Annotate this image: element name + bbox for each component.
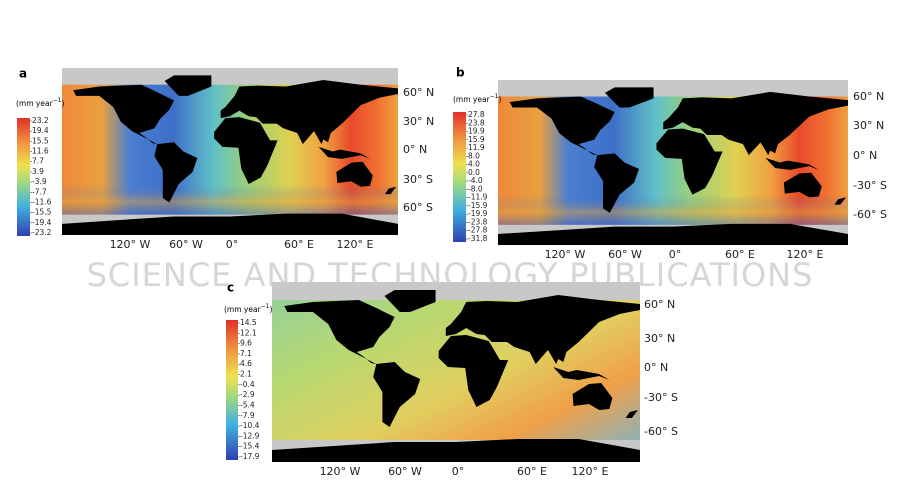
colorbar-label: 23.8 [468,118,485,127]
colorbar-label: -7.7 [32,187,47,196]
map [62,68,398,235]
colorbar-label: 9.6 [240,339,252,348]
latitude-label: -60° S [853,208,887,221]
panel-label: b [456,66,465,80]
colorbar-label: -7.9 [240,411,255,420]
longitude-label: 0° [452,465,465,478]
unit-label: (mm year−1) [16,97,65,109]
latitude-label: -30° S [853,179,887,192]
longitude-label: 120° E [787,248,824,261]
unit-superscript: −1 [490,93,499,100]
colorbar-label: -15.5 [32,208,52,217]
colorbar-label: -10.4 [240,421,260,430]
colorbar-label: -31.8 [468,234,488,243]
colorbar-label: 15.9 [468,135,485,144]
colorbar-label: -11.6 [32,197,52,206]
colorbar-label: 3.9 [32,167,44,176]
longitude-label: 0° [669,248,682,261]
unit-superscript: −1 [261,303,270,310]
latitude-label: 60° N [403,86,434,99]
colorbar [17,118,30,236]
colorbar-label: -5.4 [240,400,255,409]
longitude-label: 60° W [169,238,203,251]
colorbar-label: -17.9 [240,452,260,461]
latitude-label: 60° N [853,90,884,103]
colorbar-label: -23.2 [32,228,52,237]
colorbar-label: -8.0 [468,184,483,193]
unit-label: (mm year−1) [224,303,273,315]
colorbar-label: 14.5 [240,318,257,327]
longitude-label: 120° W [320,465,361,478]
colorbar-label: -27.8 [468,226,488,235]
latitude-label: -60° S [644,425,678,438]
unit-close: ) [499,95,502,104]
latitude-label: 0° N [644,361,668,374]
colorbar-label: -19.9 [468,209,488,218]
latitude-label: 60° S [403,201,433,214]
unit-text: (mm year [16,99,54,108]
panel-label: a [19,67,27,81]
unit-label: (mm year−1) [453,93,502,105]
colorbar-label: -15.4 [240,442,260,451]
colorbar-label: 23.2 [32,116,49,125]
longitude-label: 120° E [337,238,374,251]
colorbar-label: -23.8 [468,217,488,226]
panel-label: c [227,281,234,295]
map [272,282,640,462]
colorbar-label: 11.9 [468,143,485,152]
colorbar-label: 8.0 [468,151,480,160]
latitude-label: 0° N [853,149,877,162]
unit-text: (mm year [224,305,262,314]
longitude-label: 60° E [725,248,755,261]
colorbar-label: -15.9 [468,201,488,210]
longitude-label: 120° W [545,248,586,261]
colorbar-label: 19.4 [32,126,49,135]
colorbar-label: 0.0 [468,168,480,177]
latitude-label: 30° N [644,332,675,345]
colorbar-label: -2.9 [240,390,255,399]
latitude-label: 60° N [644,298,675,311]
longitude-label: 60° E [517,465,547,478]
latitude-label: -30° S [644,391,678,404]
longitude-label: 60° E [284,238,314,251]
colorbar-label: -11.9 [468,193,488,202]
colorbar-label: 4.6 [240,359,252,368]
longitude-label: 0° [226,238,239,251]
colorbar-label: 7.7 [32,157,44,166]
latitude-label: 30° N [403,115,434,128]
colorbar-label: 2.1 [240,370,252,379]
colorbar-label: -12.9 [240,431,260,440]
colorbar-label: -3.9 [32,177,47,186]
colorbar-label: 11.6 [32,147,49,156]
unit-close: ) [62,99,65,108]
colorbar-label: -4.0 [468,176,483,185]
colorbar [226,320,238,460]
unit-close: ) [270,305,273,314]
unit-text: (mm year [453,95,491,104]
colorbar-label: 15.5 [32,136,49,145]
latitude-label: 30° N [853,119,884,132]
longitude-label: 60° W [608,248,642,261]
longitude-label: 120° E [572,465,609,478]
colorbar-label: 12.1 [240,328,257,337]
colorbar-label: -0.4 [240,380,255,389]
unit-superscript: −1 [53,97,62,104]
colorbar-label: 27.8 [468,110,485,119]
colorbar-label: 19.9 [468,127,485,136]
colorbar [453,112,466,242]
colorbar-label: 4.0 [468,160,480,169]
colorbar-label: 7.1 [240,349,252,358]
latitude-label: 0° N [403,143,427,156]
longitude-label: 120° W [110,238,151,251]
longitude-label: 60° W [388,465,422,478]
colorbar-label: -19.4 [32,218,52,227]
map [498,80,848,245]
latitude-label: 30° S [403,173,433,186]
